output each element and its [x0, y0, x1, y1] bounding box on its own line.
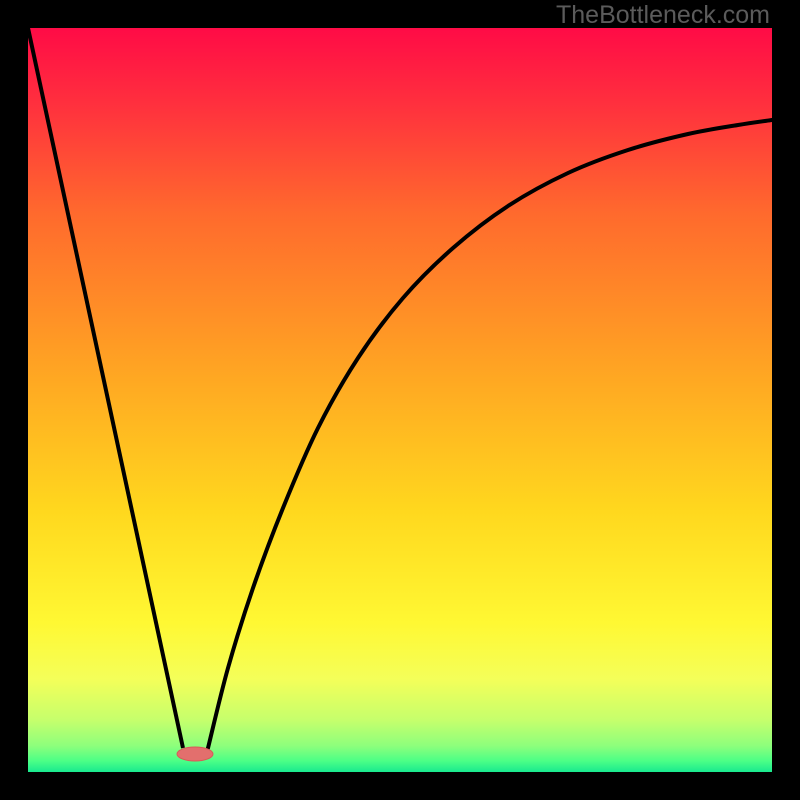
chart-root: TheBottleneck.com: [0, 0, 800, 800]
plot-svg: [28, 28, 772, 772]
watermark-text: TheBottleneck.com: [556, 1, 770, 30]
plot-area: [28, 28, 772, 772]
minimum-marker: [177, 747, 213, 761]
